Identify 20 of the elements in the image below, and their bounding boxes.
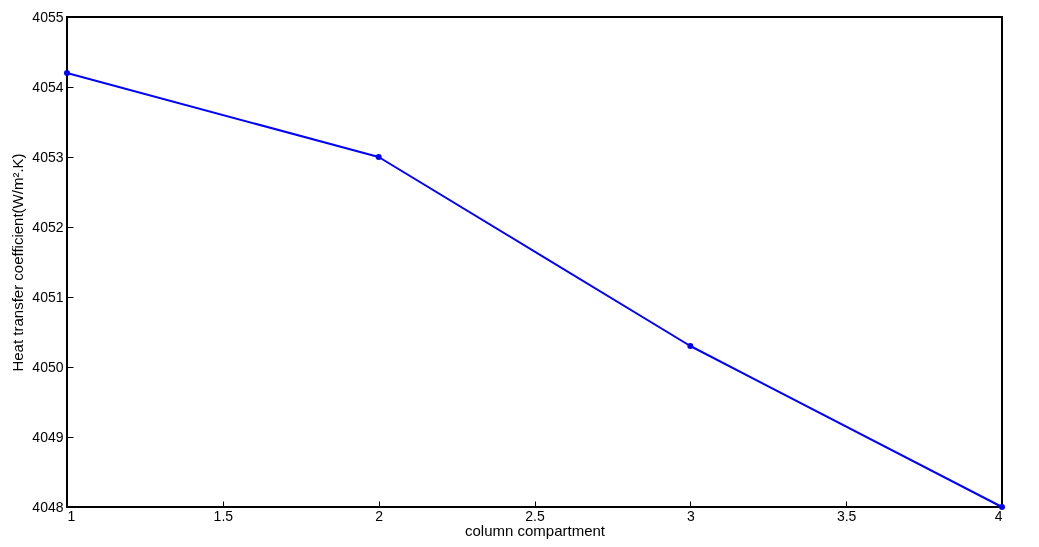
y-tick-label: 4049 [32,428,64,445]
x-tick-label: 2 [375,507,384,524]
x-tick-label: 3 [686,507,695,524]
y-tick-label: 4055 [32,8,64,25]
point [375,154,382,160]
y-tick-label: 4052 [32,218,64,235]
y-tick-label: 4053 [32,148,64,165]
point [687,343,694,349]
y-tick-label: 4051 [32,288,64,305]
y-tick-label: 4048 [32,498,64,515]
x-tick-label: 1.5 [213,507,234,524]
x-tick-label: 1 [67,507,76,524]
y-axis-title: Heat transfer coefficient(W/m².K) [9,153,27,372]
x-axis-title: column compartment [464,521,606,539]
x-tick-label: 3.5 [836,507,857,524]
x-tick-label: 2.5 [525,507,545,524]
x-tick-label: 4 [994,507,1003,524]
y-tick-label: 4054 [32,78,64,95]
y-tick-label: 4050 [32,358,64,375]
point [64,70,70,76]
